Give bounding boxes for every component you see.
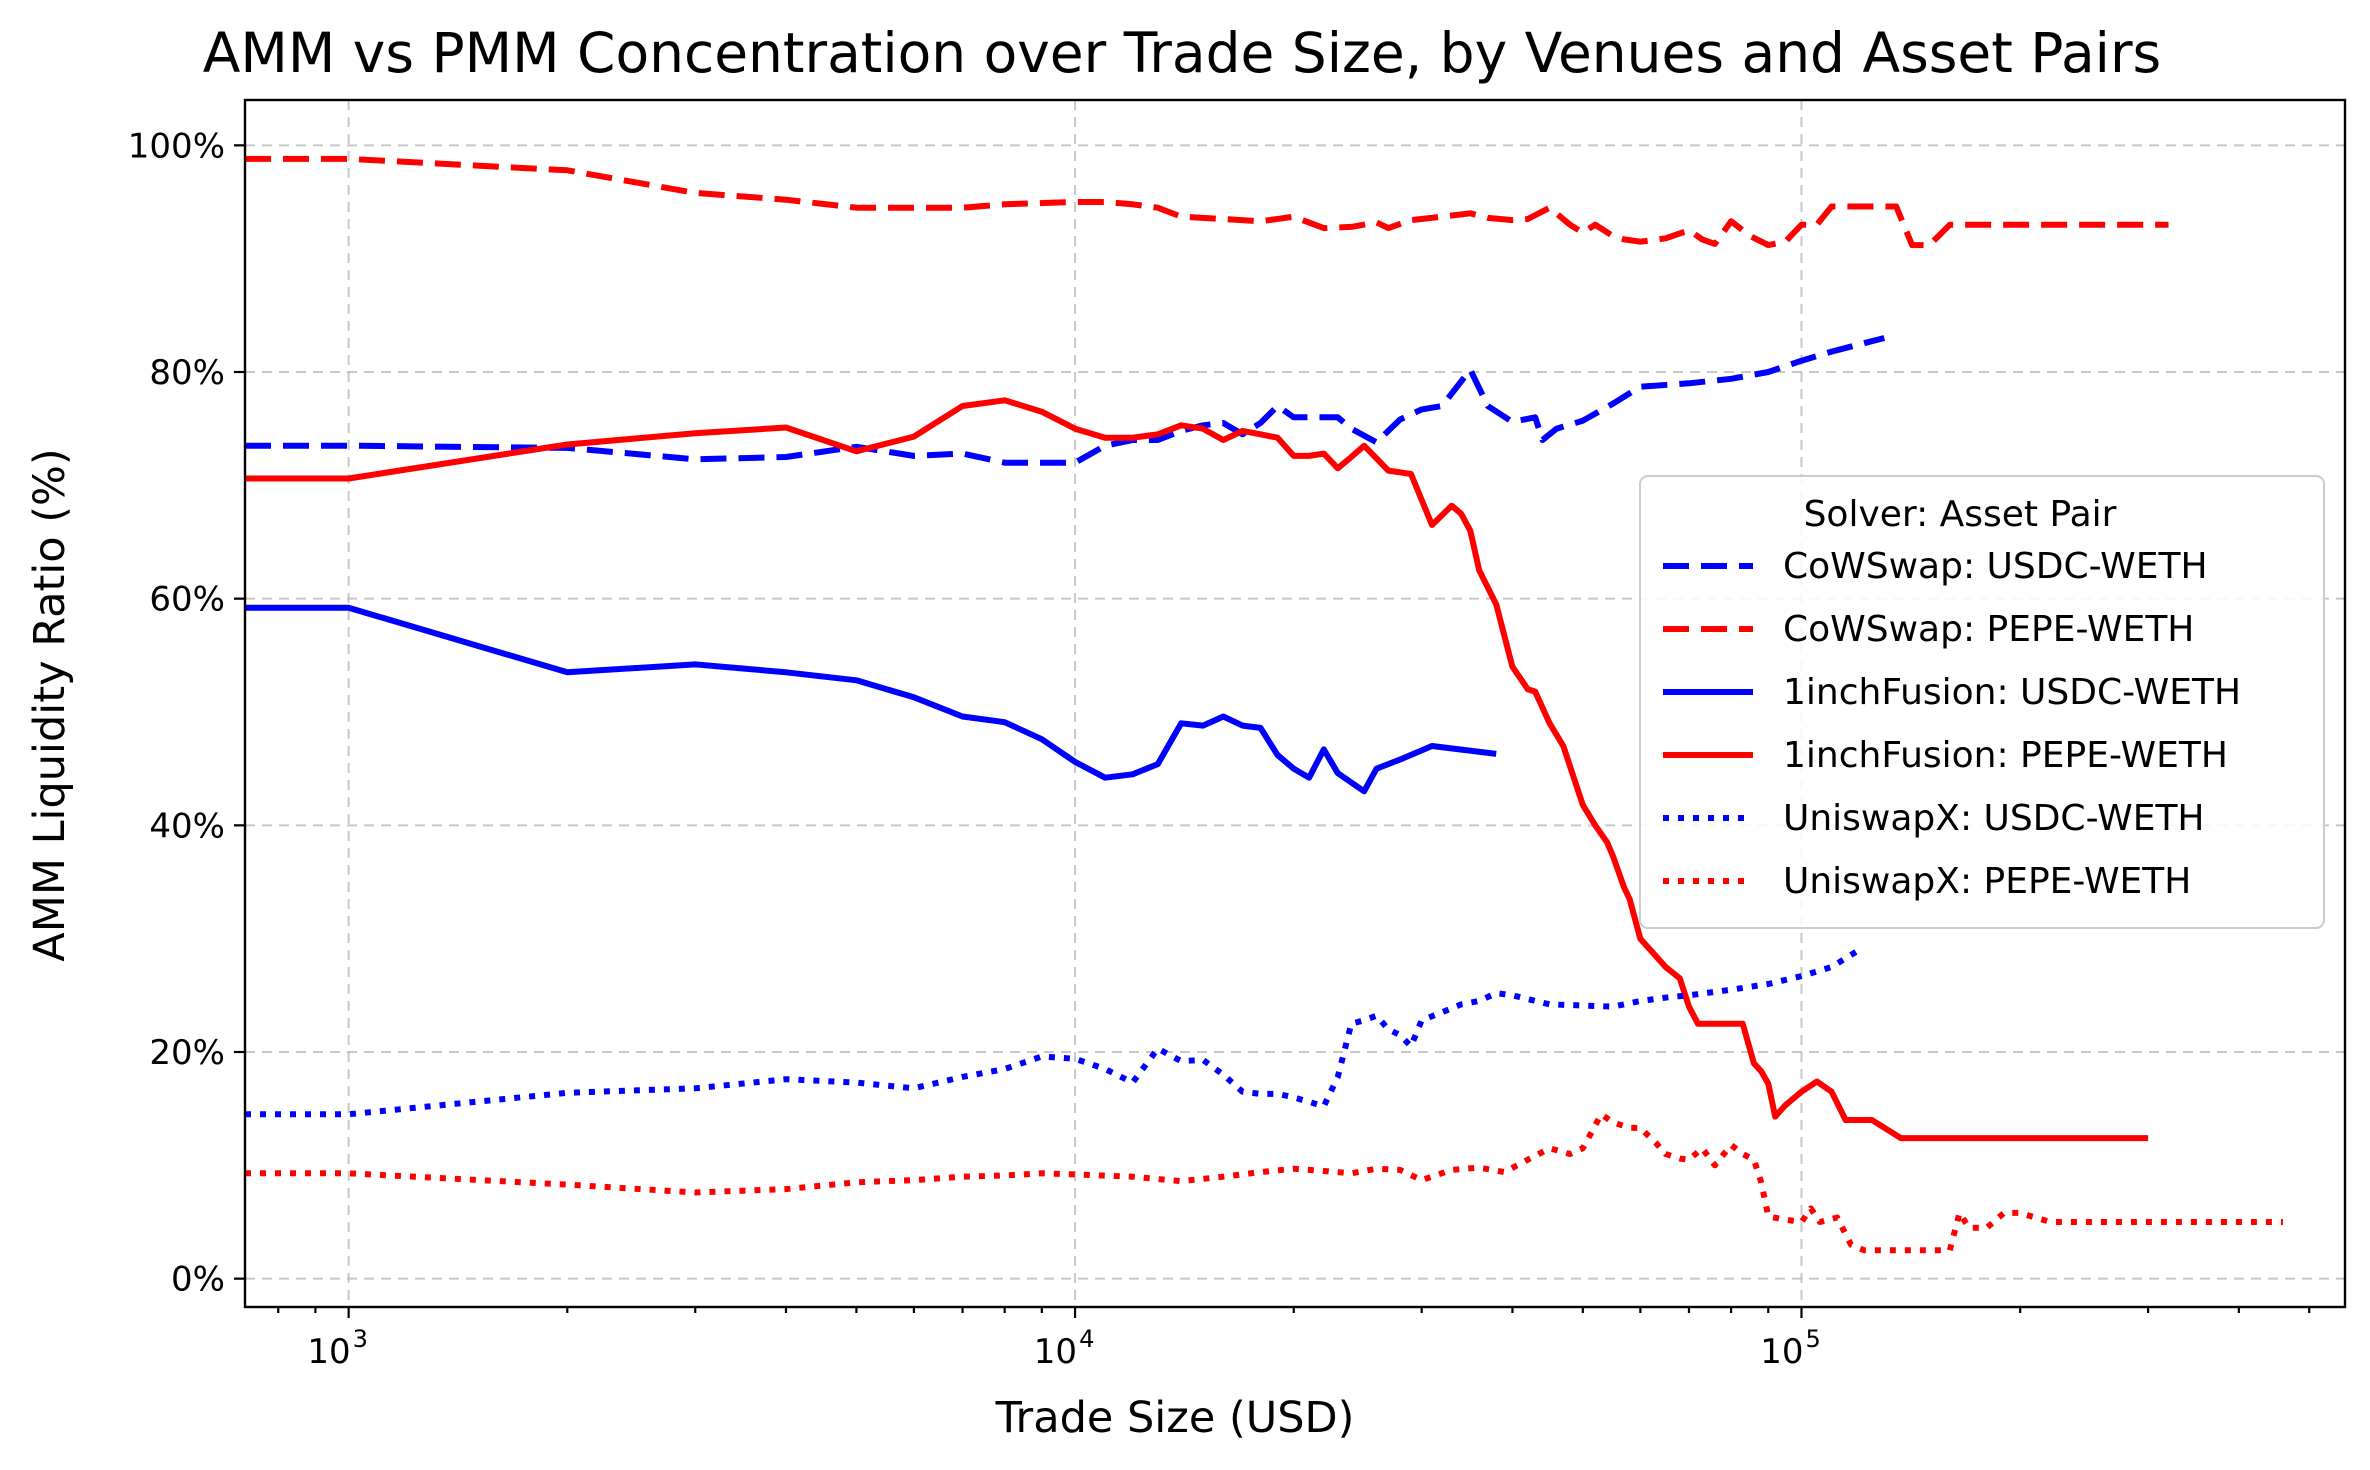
legend-entry: CoWSwap: USDC-WETH [1663,546,2208,587]
x-tick-label: 10 4 [1034,1325,1095,1372]
series-line-uniswapx-usdc-weth [245,947,1861,1118]
axis-ticks: 0%20%40%60%80%100%10 3 10 4 10 5 [128,126,2311,1372]
legend-box [1639,475,2325,929]
legend-label: 1inchFusion: USDC-WETH [1783,672,2241,713]
x-tick-exponent: 5 [1805,1325,1820,1353]
legend-label: UniswapX: PEPE-WETH [1783,861,2191,902]
legend-label: CoWSwap: USDC-WETH [1783,546,2208,587]
x-tick-exponent: 3 [353,1325,368,1353]
y-tick-label: 60% [149,580,225,620]
chart-title: AMM vs PMM Concentration over Trade Size… [203,21,2161,85]
legend-items: CoWSwap: USDC-WETH CoWSwap: PEPE-WETH 1inc… [1663,546,2241,902]
grid [245,100,2345,1307]
x-axis-label: Trade Size (USD) [995,1393,1355,1443]
legend-entry: 1inchFusion: PEPE-WETH [1663,735,2228,776]
y-tick-label: 80% [149,353,225,393]
y-tick-label: 100% [128,126,225,166]
legend-entry: UniswapX: PEPE-WETH [1663,861,2191,902]
plot-frame [243,98,2347,1309]
series-layer [245,155,2283,1254]
series-line-uniswapx-pepe-weth [245,1111,2283,1254]
y-axis-label: AMM Liquidity Ratio (%) [25,448,75,961]
legend: Solver: Asset Pair CoWSwap: USDC-WETHCoW… [1639,475,2325,929]
y-tick-label: 40% [149,806,225,846]
series-line-cowswap-pepe-weth [245,155,2169,249]
x-tick-exponent: 4 [1079,1325,1094,1353]
x-tick-base: 10 [1760,1332,1803,1372]
x-tick-label: 10 3 [307,1325,368,1372]
legend-entry: 1inchFusion: USDC-WETH [1663,672,2241,713]
y-tick-label: 0% [171,1260,225,1300]
legend-entry: CoWSwap: PEPE-WETH [1663,609,2194,650]
legend-title: Solver: Asset Pair [1804,494,2117,535]
legend-entry: UniswapX: USDC-WETH [1663,798,2205,839]
y-tick-label: 20% [149,1033,225,1073]
legend-label: UniswapX: USDC-WETH [1783,798,2205,839]
series-line-cowswap-usdc-weth [245,335,1886,466]
series-line-1inchfusion-usdc-weth [245,604,1497,795]
x-tick-base: 10 [1034,1332,1077,1372]
series-line-1inchfusion-pepe-weth [245,397,2149,1142]
x-tick-label: 10 5 [1760,1325,1821,1372]
x-tick-base: 10 [307,1332,350,1372]
legend-label: 1inchFusion: PEPE-WETH [1783,735,2228,776]
legend-label: CoWSwap: PEPE-WETH [1783,609,2194,650]
